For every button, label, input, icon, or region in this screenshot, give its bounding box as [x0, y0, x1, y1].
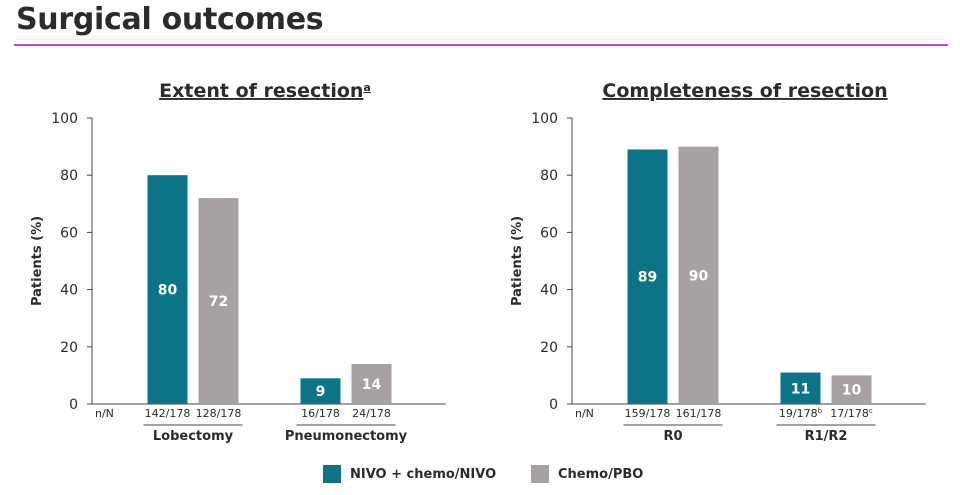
- chart2-nn-value: 159/178: [625, 407, 671, 420]
- chart1-nn-lobectomy-series2: 128/178: [196, 407, 242, 420]
- chart1-ytick-label-0: 0: [69, 397, 78, 413]
- chart1-ytick-label-100: 100: [51, 111, 78, 127]
- chart2-nn-value: 161/178: [676, 407, 722, 420]
- chart1-bar-lobectomy-series2: [198, 198, 239, 404]
- legend-item-chemo: Chemo/PBO: [531, 465, 643, 483]
- chart2-data-label-r0-series2: 90: [689, 268, 709, 284]
- chart1-category-pneumonectomy: Pneumonectomy: [285, 429, 408, 444]
- chart1-ytick-label-20: 20: [60, 340, 78, 356]
- chart2-ytick-label-20: 20: [540, 340, 558, 356]
- chart1-bar-pneumonectomy-series1: [300, 378, 341, 404]
- chart2-bar-r0-series1: [627, 149, 668, 404]
- chart-extent-of-resection-svg: Extent of resectiona 0 20 40 60 80 100 Patients…: [30, 80, 446, 444]
- chart1-bar-pneumonectomy-series2: [351, 363, 392, 404]
- chart2-ytick-label-100: 100: [531, 111, 558, 127]
- chart2-nn-r1-r2-series2: 17/178c: [830, 407, 873, 420]
- chart2-ytick-label-80: 80: [540, 168, 558, 184]
- chart2-bar-r1-r2-series2: [831, 375, 872, 404]
- chart1-bar-lobectomy-series1: [147, 175, 188, 404]
- chart2-nn-r0-series2: 161/178: [676, 407, 722, 420]
- chart2-title-text: Completeness of resection: [602, 80, 887, 102]
- chart1-title-text: Extent of resection: [159, 80, 363, 102]
- legend-swatch-chemo: [531, 465, 549, 483]
- legend-label-chemo: Chemo/PBO: [558, 466, 644, 482]
- chart2-nn-superscript: b: [818, 407, 823, 415]
- chart1-data-label-pneumonectomy-series2: 14: [362, 377, 382, 393]
- chart1-title-superscript: a: [363, 81, 370, 94]
- chart2-nn-value: 19/178: [779, 407, 818, 420]
- chart1-nn-pneumonectomy-series2: 24/178: [352, 407, 391, 420]
- chart2-data-label-r0-series1: 89: [638, 270, 657, 286]
- chart-completeness-of-resection: Completeness of resection 0 20 40 60 80 100 Pat…: [480, 70, 960, 454]
- chart1-data-label-lobectomy-series2: 72: [209, 294, 228, 310]
- chart-completeness-of-resection-svg: Completeness of resection 0 20 40 60 80 100 Pat…: [510, 80, 926, 444]
- legend-label-nivo: NIVO + chemo/NIVO: [350, 466, 497, 482]
- legend: NIVO + chemo/NIVO Chemo/PBO: [0, 465, 960, 485]
- page-title: Surgical outcomes: [16, 2, 324, 37]
- chart2-title: Completeness of resection: [602, 80, 887, 102]
- chart2-ytick-label-60: 60: [540, 225, 558, 241]
- chart2-ylabel: Patients (%): [510, 216, 525, 306]
- chart1-nn-value: 24/178: [352, 407, 391, 420]
- chart1-nn-value: 16/178: [301, 407, 340, 420]
- legend-item-nivo: NIVO + chemo/NIVO: [323, 465, 496, 483]
- chart1-category-lobectomy: Lobectomy: [153, 429, 234, 444]
- chart1-nn-label: n/N: [95, 407, 114, 420]
- chart1-title: Extent of resectiona: [159, 80, 371, 102]
- chart1-ytick-label-60: 60: [60, 225, 78, 241]
- chart2-nn-value: 17/178: [830, 407, 869, 420]
- chart2-nn-label: n/N: [575, 407, 594, 420]
- chart1-ytick-label-80: 80: [60, 168, 78, 184]
- chart1-data-label-pneumonectomy-series1: 9: [316, 384, 326, 400]
- chart2-bar-r1-r2-series1: [780, 372, 821, 404]
- chart1-nn-lobectomy-series1: 142/178: [145, 407, 191, 420]
- legend-swatch-nivo: [323, 465, 341, 483]
- chart2-bar-r0-series2: [678, 146, 719, 404]
- chart1-nn-value: 142/178: [145, 407, 191, 420]
- chart1-ytick-label-40: 40: [60, 283, 78, 299]
- chart2-nn-r1-r2-series1: 19/178b: [779, 407, 823, 420]
- title-divider: [14, 44, 948, 46]
- chart2-nn-superscript: c: [869, 407, 873, 415]
- chart1-ylabel: Patients (%): [30, 216, 45, 306]
- chart2-category-r0: R0: [663, 429, 682, 444]
- chart1-nn-pneumonectomy-series1: 16/178: [301, 407, 340, 420]
- chart2-ytick-label-40: 40: [540, 283, 558, 299]
- chart2-data-label-r1-r2-series2: 10: [842, 383, 862, 399]
- chart-extent-of-resection: Extent of resectiona 0 20 40 60 80 100 Patients…: [0, 70, 480, 454]
- chart2-category-r1-r2: R1/R2: [805, 429, 848, 444]
- chart2-nn-r0-series1: 159/178: [625, 407, 671, 420]
- chart1-data-label-lobectomy-series1: 80: [158, 283, 178, 299]
- chart2-data-label-r1-r2-series1: 11: [791, 381, 810, 397]
- chart2-ytick-label-0: 0: [549, 397, 558, 413]
- chart1-nn-value: 128/178: [196, 407, 242, 420]
